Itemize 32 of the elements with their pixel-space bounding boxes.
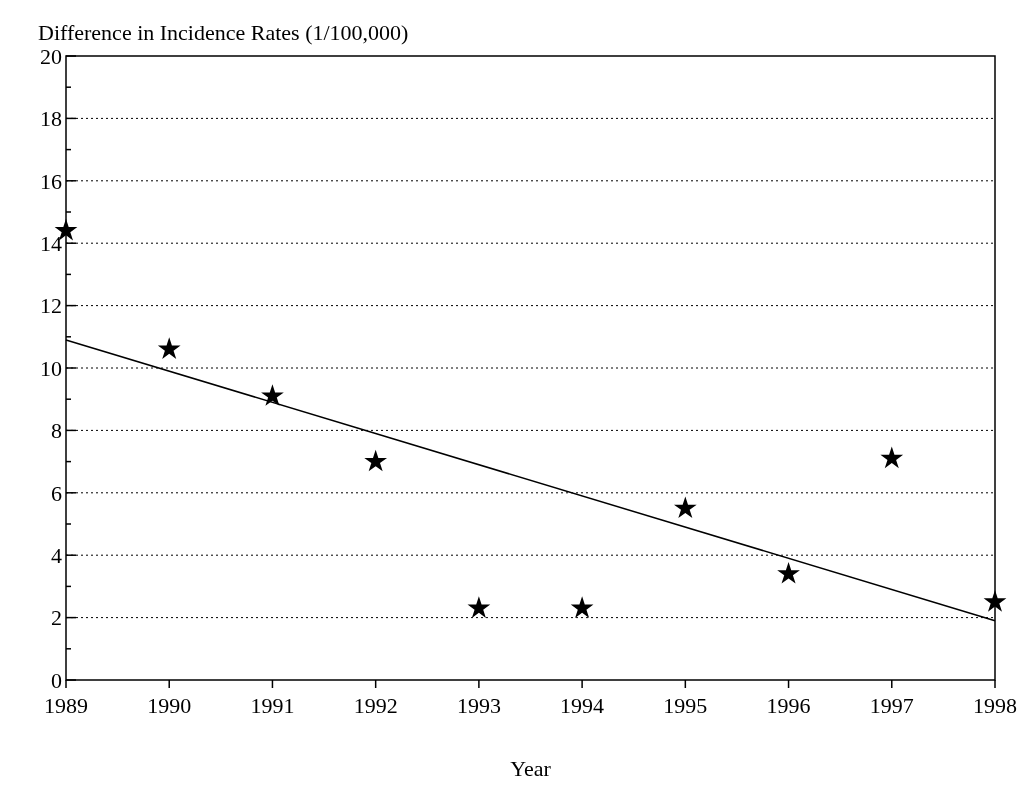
point xyxy=(983,590,1007,612)
y-tick-label: 0 xyxy=(51,667,62,693)
y-tick-label: 14 xyxy=(40,230,62,256)
x-axis-title: Year xyxy=(510,756,552,781)
y-tick-label: 12 xyxy=(40,293,62,319)
y-tick-label: 6 xyxy=(51,480,62,506)
x-tick-label: 1991 xyxy=(250,693,295,718)
point xyxy=(467,596,491,618)
x-tick-label: 1995 xyxy=(663,693,708,718)
y-tick-label: 4 xyxy=(51,542,62,568)
point xyxy=(261,384,284,406)
y-axis-title: Difference in Incidence Rates (1/100,000) xyxy=(38,20,409,45)
x-tick-label: 1994 xyxy=(560,693,605,718)
point xyxy=(157,337,181,359)
x-tick-label: 1989 xyxy=(44,693,88,718)
x-tick-label: 1997 xyxy=(869,693,914,718)
y-tick-label: 10 xyxy=(40,355,62,381)
point xyxy=(777,561,800,584)
x-tick-label: 1990 xyxy=(147,693,192,718)
y-tick-label: 2 xyxy=(51,605,62,631)
x-tick-label: 1996 xyxy=(766,693,811,718)
y-tick-label: 18 xyxy=(40,106,62,132)
x-tick-label: 1998 xyxy=(973,693,1017,718)
x-tick-label: 1992 xyxy=(353,693,398,718)
x-tick-label: 1993 xyxy=(456,693,501,718)
point xyxy=(880,446,904,469)
y-tick-label: 8 xyxy=(51,418,62,444)
point xyxy=(673,496,697,519)
point xyxy=(570,596,594,618)
y-tick-label: 20 xyxy=(40,43,62,69)
point xyxy=(364,449,388,472)
y-tick-label: 16 xyxy=(40,168,62,194)
